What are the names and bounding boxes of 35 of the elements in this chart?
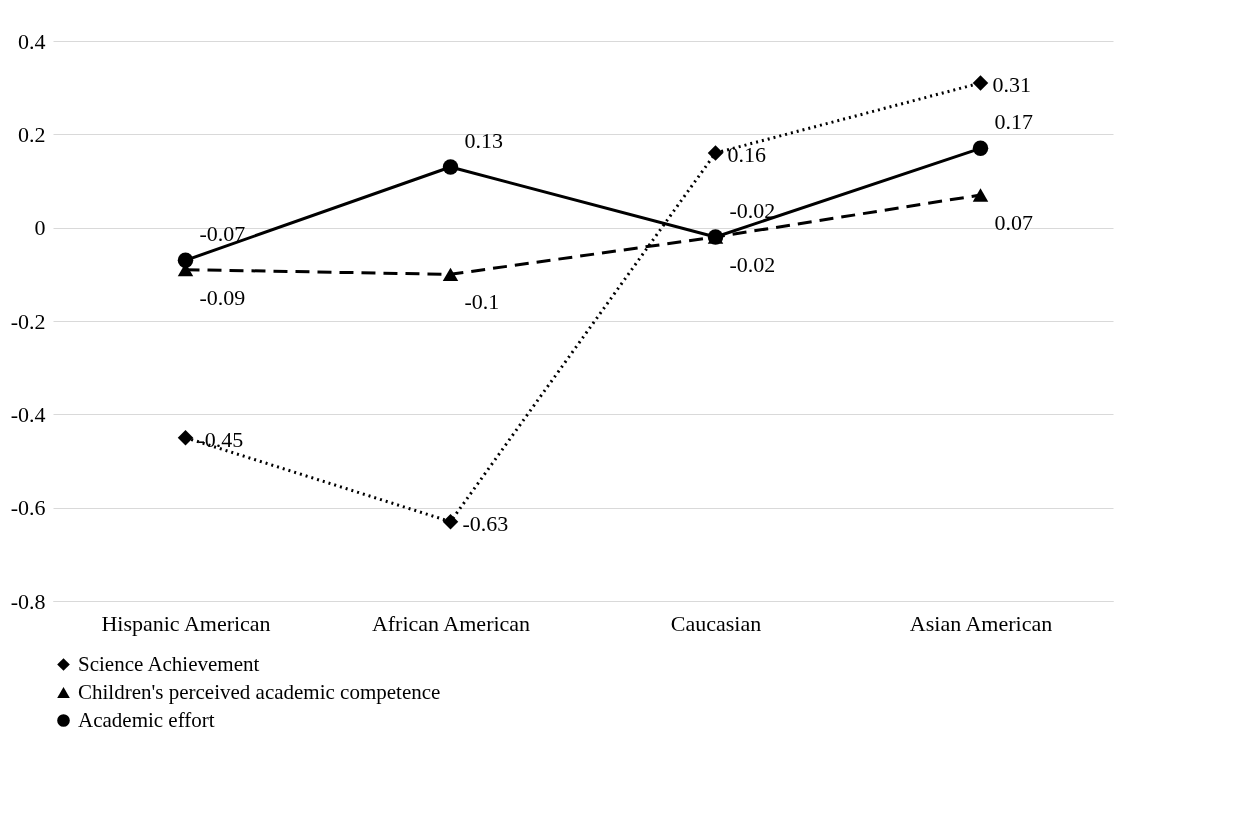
point: [177, 252, 194, 269]
y-tick-label: 0.4: [18, 28, 46, 54]
data-label: 0.13: [464, 128, 503, 153]
data-label: 0.16: [727, 142, 766, 167]
point: [972, 140, 989, 157]
data-label: 0.17: [994, 109, 1033, 135]
legend-label: Academic effort: [78, 707, 215, 732]
data-label: 0.31: [992, 72, 1031, 97]
data-label: -0.09: [199, 284, 246, 310]
data-label: -0.1: [464, 289, 500, 315]
point: [972, 188, 989, 202]
y-tick-label: -0.4: [10, 401, 46, 427]
y-tick-label: 0: [34, 215, 46, 241]
point: [972, 75, 989, 91]
legend-label: Science Achievement: [78, 651, 260, 676]
point: [707, 145, 724, 161]
y-tick-label: -0.6: [10, 495, 46, 521]
x-tick-label: African American: [371, 610, 531, 636]
data-label: -0.02: [729, 252, 776, 277]
y-tick-label: -0.2: [10, 308, 46, 334]
x-tick-label: Hispanic American: [101, 610, 271, 636]
x-tick-label: Asian American: [909, 610, 1053, 636]
data-label: -0.02: [729, 198, 776, 223]
data-label: 0.07: [994, 210, 1033, 235]
y-tick-label: -0.8: [10, 588, 46, 614]
data-label: -0.63: [462, 510, 509, 536]
y-tick-label: 0.2: [18, 121, 46, 147]
point: [177, 429, 194, 446]
point: [442, 159, 459, 175]
point: [442, 513, 459, 530]
legend-label: Children's perceived academic competence: [78, 679, 441, 704]
data-label: -0.45: [197, 426, 244, 452]
x-tick-label: Caucasian: [670, 610, 762, 636]
data-label: -0.07: [199, 221, 246, 247]
point: [442, 267, 459, 282]
